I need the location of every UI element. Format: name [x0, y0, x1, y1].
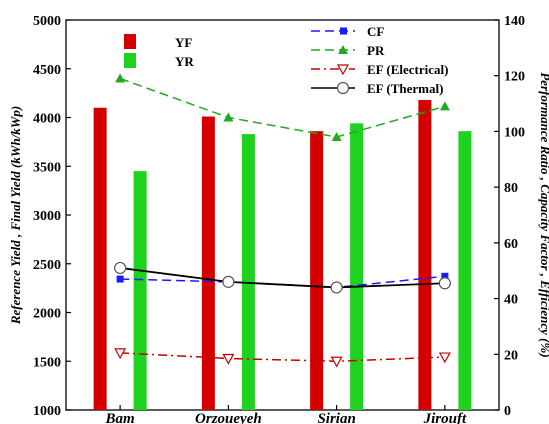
line-ef-electrical — [120, 352, 445, 363]
bar-yf-orzoueyeh — [201, 116, 215, 411]
legend-swatch-yr — [124, 53, 136, 68]
legend: YF YR CF PR EF (Electrical) EF (Thermal) — [124, 24, 448, 96]
lines-layer — [114, 73, 451, 368]
legend-marker-pr — [338, 45, 348, 54]
y-left-tick-label: 1500 — [33, 355, 61, 370]
y-right-tick-label: 140 — [504, 14, 525, 29]
point-pr-jirouft — [439, 101, 450, 111]
legend-swatch-yf — [124, 34, 136, 49]
legend-label-yr: YR — [175, 54, 194, 69]
legend-label-cf: CF — [367, 24, 384, 39]
legend-marker-ef-electrical — [336, 64, 350, 76]
y-right-tick-label: 40 — [504, 293, 518, 308]
y-right-tick-label: 60 — [504, 237, 518, 252]
point-cf-bam — [116, 275, 124, 283]
axes-layer: 1000 1500 2000 2500 3000 3500 4000 4500 5000 0 20 4… — [33, 14, 525, 424]
y-left-tick-label: 4500 — [33, 63, 61, 78]
bar-yr-bam — [133, 171, 147, 410]
legend-label-ef-thermal: EF (Thermal) — [367, 81, 443, 96]
line-ef-thermal — [120, 267, 445, 289]
point-ef-thermal-jirouft — [438, 277, 451, 290]
bar-yf-bam — [93, 107, 107, 410]
y-left-tick-label: 3500 — [33, 160, 61, 175]
line-pr — [119, 77, 446, 138]
x-tick-label-jirouft: Jirouft — [423, 411, 467, 424]
bars-layer — [93, 99, 472, 411]
y-right-tick-label: 100 — [504, 125, 525, 140]
point-ef-thermal-bam — [114, 261, 127, 275]
y-left-tick-label: 5000 — [33, 14, 61, 29]
y-left-tick-label: 3000 — [33, 209, 61, 224]
y-axis-left-label: Reference Yield , Final Yield (kWh/kWp) — [8, 106, 23, 325]
x-tick-label-sirian: Sirian — [317, 411, 355, 424]
bar-yr-sirian — [350, 123, 364, 410]
legend-label-pr: PR — [367, 43, 385, 58]
point-pr-sirian — [331, 132, 342, 141]
point-cf-jirouft — [441, 272, 449, 280]
legend-marker-cf — [340, 27, 347, 35]
y-left-tick-label: 4000 — [33, 112, 61, 127]
legend-marker-ef-thermal — [336, 81, 350, 95]
y-right-tick-label: 0 — [504, 404, 511, 419]
point-ef-electrical-bam — [114, 348, 127, 360]
bar-yr-jirouft — [458, 131, 472, 410]
y-left-tick-label: 2500 — [33, 258, 61, 273]
y-left-tick-label: 2000 — [33, 307, 61, 322]
y-left-tick-label: 1000 — [33, 404, 61, 419]
point-ef-electrical-jirouft — [438, 352, 451, 364]
y-right-tick-label: 120 — [504, 70, 525, 85]
bar-yf-sirian — [310, 131, 324, 410]
point-ef-electrical-orzoueyeh — [222, 353, 235, 365]
y-axis-right-label: Performance Ratio , Capacity Factor , Ef… — [538, 72, 549, 357]
y-right-tick-label: 80 — [504, 181, 518, 196]
point-ef-thermal-orzoueyeh — [222, 275, 235, 288]
plot-area-frame — [65, 19, 500, 411]
legend-label-yf: YF — [175, 35, 192, 50]
point-ef-electrical-sirian — [330, 356, 343, 368]
y-right-tick-label: 20 — [504, 348, 518, 363]
x-tick-label-bam: Bam — [105, 411, 135, 424]
x-tick-label-orzoueyeh: Orzoueyeh — [195, 411, 262, 424]
point-ef-thermal-sirian — [330, 281, 343, 294]
point-pr-orzoueyeh — [223, 112, 234, 122]
point-pr-bam — [115, 73, 126, 83]
bar-yr-orzoueyeh — [241, 134, 255, 410]
legend-label-ef-electrical: EF (Electrical) — [367, 62, 448, 77]
bar-yf-jirouft — [418, 99, 432, 410]
